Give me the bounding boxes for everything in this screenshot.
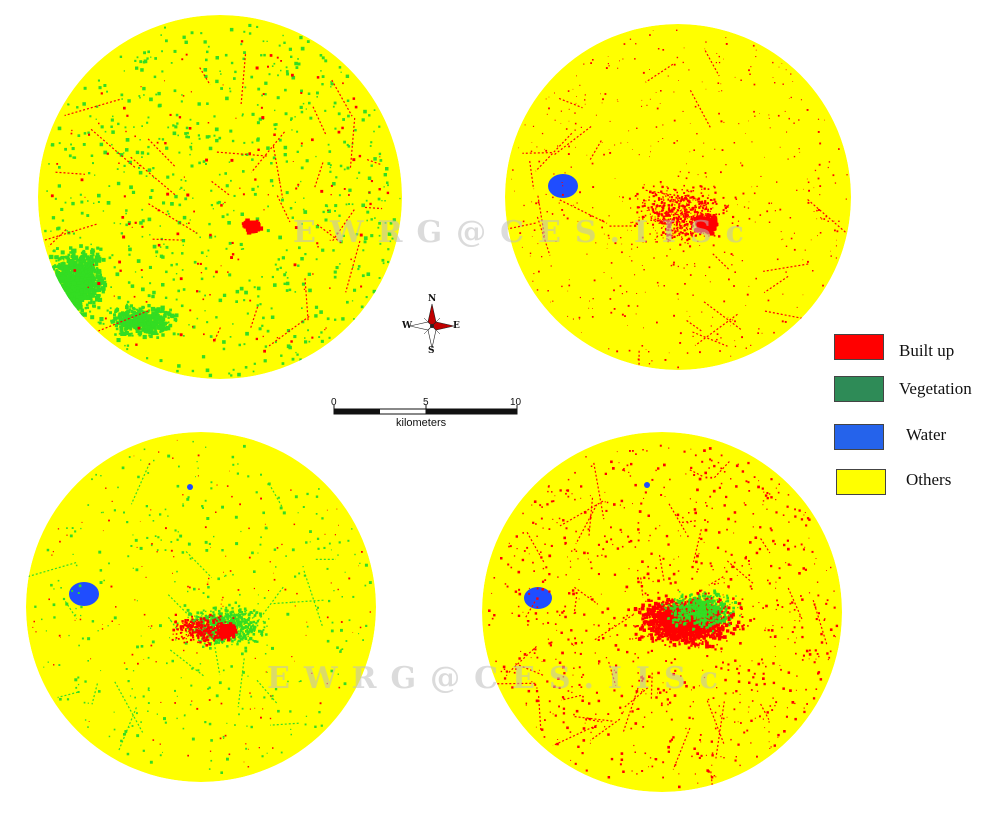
compass-rose-icon — [409, 303, 455, 349]
built-up-cluster — [241, 218, 264, 235]
built-up-cluster — [628, 181, 740, 253]
vegetation-cluster — [43, 244, 108, 320]
built-up-scatter — [488, 444, 839, 789]
legend-label-built-up: Built up — [899, 341, 955, 360]
built-up-scatter — [511, 29, 848, 369]
built-up-scatter — [50, 40, 390, 353]
water-body — [69, 582, 99, 606]
built-up-roads — [40, 54, 383, 347]
map-bottom-right — [482, 432, 842, 792]
built-up-roads — [482, 461, 828, 792]
compass-east-label: E — [453, 321, 460, 331]
legend-label-others: Others — [906, 470, 952, 489]
others-area — [26, 432, 376, 782]
watermark-top: EWRG@CES.IISc — [293, 215, 758, 250]
scale-tick-5: 5 — [423, 397, 429, 408]
built-up-cluster — [171, 613, 236, 647]
built-up-scatter — [32, 439, 371, 768]
scale-unit-label: kilometers — [396, 417, 447, 429]
built-up-roads — [505, 50, 848, 370]
map-bottom-left — [26, 432, 376, 782]
legend-label-water: Water — [906, 425, 947, 444]
compass-west-label: W — [402, 321, 413, 331]
legend-label-vegetation: Vegetation — [899, 379, 972, 398]
vegetation-scatter — [34, 440, 372, 774]
compass-south-label: S — [428, 346, 435, 356]
vegetation-cluster — [98, 303, 180, 343]
scale-tick-0: 0 — [331, 397, 337, 408]
compass-north-label: N — [428, 294, 437, 304]
map-top-right — [505, 24, 851, 370]
water-body — [187, 484, 193, 490]
legend-swatch-water — [834, 424, 884, 450]
map-top-left — [38, 15, 402, 379]
scale-tick-10: 10 — [510, 397, 522, 408]
water-body — [644, 482, 650, 488]
others-area — [38, 15, 402, 379]
vegetation-lines — [26, 462, 336, 752]
legend-swatch-vegetation — [834, 376, 884, 402]
legend-swatch-built-up — [834, 334, 884, 360]
legend-swatch-others — [836, 469, 886, 495]
vegetation-scatter — [44, 23, 401, 378]
scale-bar — [333, 405, 518, 415]
watermark-bottom: EWRG@CES.IISc — [267, 661, 732, 696]
